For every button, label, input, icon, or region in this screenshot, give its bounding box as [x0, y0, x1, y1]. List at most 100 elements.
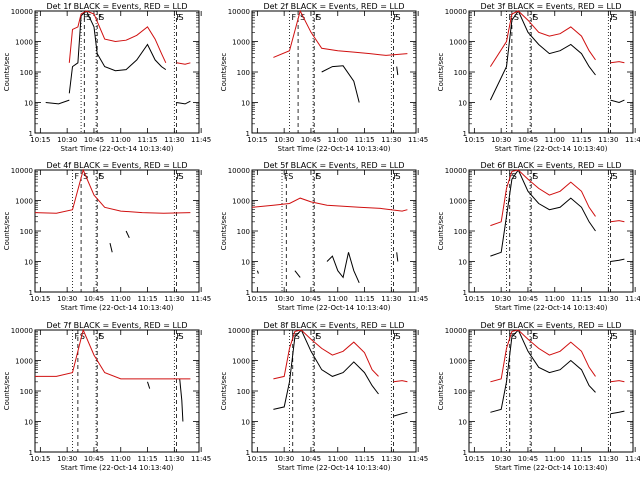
- x-tick-label: 10:45: [301, 295, 321, 303]
- x-tick-label: 11:45: [191, 455, 211, 463]
- marker-label: S: [99, 13, 104, 22]
- x-tick-label: 11:15: [571, 455, 591, 463]
- x-tick-label: 10:45: [84, 295, 104, 303]
- y-tick-label: 10: [241, 259, 250, 267]
- x-tick-label: 10:30: [491, 136, 511, 144]
- marker-label: S: [86, 13, 91, 22]
- y-tick-label: 1000: [449, 358, 467, 366]
- y-tick-label: 1: [246, 289, 250, 297]
- series-lld: [610, 61, 625, 64]
- series-events: [294, 270, 301, 278]
- y-tick-label: 10: [241, 419, 250, 427]
- x-tick-label: 10:30: [57, 295, 77, 303]
- y-tick-label: 10000: [228, 327, 250, 335]
- x-tick-label: 11:30: [381, 295, 401, 303]
- series-events: [490, 329, 596, 413]
- y-tick-label: 10000: [11, 167, 33, 175]
- y-tick-label: 10000: [445, 327, 467, 335]
- y-tick-label: 100: [454, 388, 467, 396]
- x-tick-label: 10:45: [518, 455, 538, 463]
- y-tick-label: 10000: [228, 167, 250, 175]
- marker-label: F: [315, 332, 320, 341]
- y-tick-label: 1: [463, 289, 467, 297]
- y-tick-label: 1: [29, 289, 33, 297]
- marker-label: S: [178, 172, 183, 181]
- x-tick-label: 11:45: [408, 295, 428, 303]
- marker-label: F: [284, 172, 289, 181]
- series-lld: [489, 10, 596, 67]
- panel-3: Det 3f BLACK = Events, RED = LLD 1 10 100 10…: [437, 2, 640, 153]
- panel-7: Det 7f BLACK = Events, RED = LLD 1 10 100 10…: [3, 321, 211, 472]
- series-events: [489, 9, 596, 101]
- x-tick-label: 10:30: [274, 136, 294, 144]
- series-events: [396, 252, 399, 262]
- series-events: [273, 329, 379, 410]
- x-tick-label: 10:15: [30, 136, 50, 144]
- y-axis-label: Counts/sec: [437, 372, 445, 411]
- marker-label: F: [532, 13, 537, 22]
- marker-label: F: [292, 332, 297, 341]
- x-tick-label: 11:15: [571, 136, 591, 144]
- panel-title: Det 9f BLACK = Events, RED = LLD: [480, 321, 621, 330]
- marker-label: S: [512, 332, 517, 341]
- y-tick-label: 1000: [15, 198, 33, 206]
- panel-title: Det 2f BLACK = Events, RED = LLD: [263, 2, 404, 11]
- marker-label: S: [178, 332, 183, 341]
- x-axis-label: Start Time (22-Oct-14 10:13:40): [278, 464, 391, 472]
- x-tick-label: 10:45: [518, 136, 538, 144]
- x-tick-label: 11:15: [137, 136, 157, 144]
- y-tick-label: 10: [458, 259, 467, 267]
- marker-label: S: [99, 332, 104, 341]
- x-axis-label: Start Time (22-Oct-14 10:13:40): [61, 464, 174, 472]
- series-lld: [68, 10, 167, 64]
- marker-label: F: [393, 332, 398, 341]
- x-tick-label: 11:00: [545, 295, 565, 303]
- x-tick-label: 11:45: [625, 295, 640, 303]
- y-tick-label: 10000: [445, 167, 467, 175]
- y-tick-label: 100: [237, 228, 250, 236]
- x-tick-label: 11:15: [354, 455, 374, 463]
- x-axis-label: Start Time (22-Oct-14 10:13:40): [495, 464, 608, 472]
- marker-label: S: [395, 13, 400, 22]
- x-tick-label: 11:30: [598, 295, 618, 303]
- series-lld: [176, 62, 191, 65]
- marker-label: F: [509, 332, 514, 341]
- x-tick-label: 11:00: [545, 455, 565, 463]
- y-tick-label: 1: [463, 130, 467, 138]
- x-tick-label: 11:00: [111, 295, 131, 303]
- x-tick-label: 10:30: [57, 136, 77, 144]
- series-events: [147, 381, 151, 389]
- y-tick-label: 10000: [11, 327, 33, 335]
- marker-label: F: [292, 13, 297, 22]
- y-tick-label: 100: [20, 388, 33, 396]
- x-tick-label: 11:30: [381, 136, 401, 144]
- x-tick-label: 11:30: [164, 295, 184, 303]
- series-events: [256, 270, 259, 274]
- panel-4: Det 4f BLACK = Events, RED = LLD 1 10 100 10…: [3, 161, 211, 312]
- marker-label: F: [532, 332, 537, 341]
- marker-label: F: [176, 172, 181, 181]
- y-tick-label: 10000: [228, 8, 250, 16]
- marker-label: F: [83, 13, 88, 22]
- panel-8: Det 8f BLACK = Events, RED = LLD 1 10 100 10…: [220, 321, 428, 472]
- x-tick-label: 10:30: [491, 455, 511, 463]
- x-tick-label: 11:15: [354, 136, 374, 144]
- x-axis-label: Start Time (22-Oct-14 10:13:40): [61, 304, 174, 312]
- x-tick-label: 10:15: [247, 295, 267, 303]
- marker-label: F: [610, 13, 615, 22]
- marker-label: S: [612, 13, 617, 22]
- series-events: [393, 411, 408, 417]
- x-tick-label: 10:30: [491, 295, 511, 303]
- series-lld: [490, 329, 596, 383]
- marker-label: S: [533, 13, 538, 22]
- marker-label: S: [395, 332, 400, 341]
- series-lld: [273, 329, 379, 380]
- x-tick-label: 11:45: [191, 136, 211, 144]
- y-tick-label: 1000: [232, 198, 250, 206]
- y-axis-label: Counts/sec: [3, 53, 11, 92]
- marker-label: F: [75, 332, 80, 341]
- series-events: [68, 10, 167, 94]
- series-lld: [251, 197, 408, 212]
- x-tick-label: 10:15: [464, 455, 484, 463]
- y-tick-label: 10: [24, 100, 33, 108]
